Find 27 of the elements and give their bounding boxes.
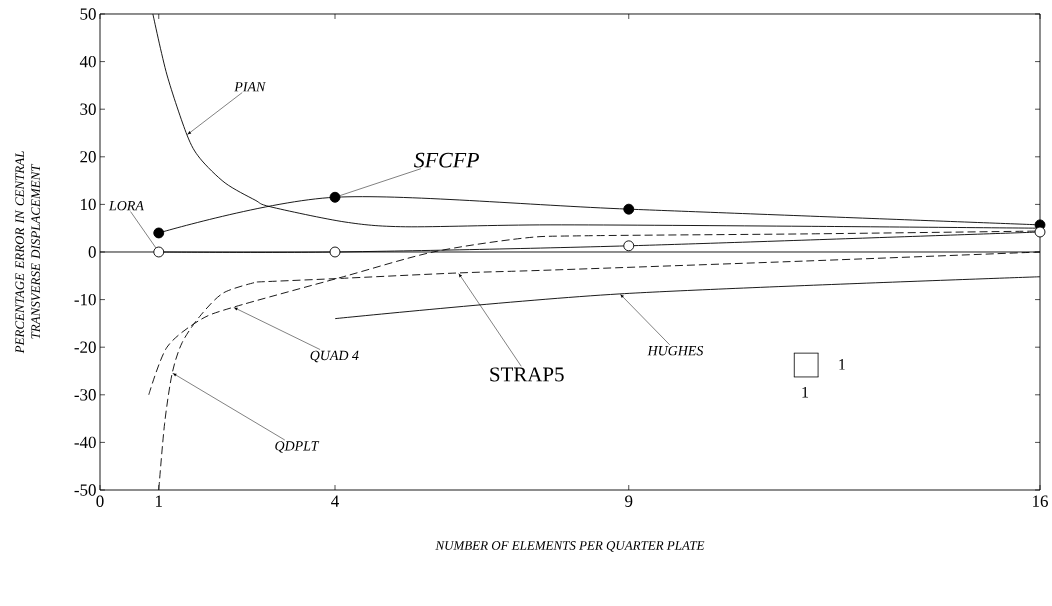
series-label: SFCFP bbox=[414, 152, 479, 168]
y-tick-label: 30 bbox=[80, 103, 96, 115]
text: PIAN bbox=[234, 82, 266, 92]
annotation: 1 bbox=[802, 386, 809, 398]
y-tick-label: 40 bbox=[79, 55, 96, 68]
y-tick-label: -30 bbox=[74, 389, 96, 401]
y-tick-label: 50 bbox=[80, 8, 96, 20]
text: QDPLT bbox=[275, 441, 320, 453]
y-tick-label: 20 bbox=[80, 151, 96, 163]
text: QUAD 4 bbox=[310, 350, 359, 363]
legend-label: LORA bbox=[108, 200, 144, 211]
text: HUGHES bbox=[647, 346, 704, 356]
y-axis-title: PERCENTAGE ERROR IN CENTRAL TRANSVERSE DISPLACEMENT bbox=[15, 151, 41, 354]
x-tick-label: 0 bbox=[96, 495, 104, 507]
x-tick-label: 9 bbox=[625, 495, 633, 507]
x-tick-label: 1 bbox=[156, 495, 162, 507]
x-tick-label: 16 bbox=[1033, 495, 1048, 507]
y-tick-label: -10 bbox=[74, 293, 96, 306]
text: STRAP5 bbox=[490, 367, 564, 382]
x-axis-title: NUMBER OF ELEMENTS PER QUARTER PLATE bbox=[435, 541, 705, 552]
y-tick-label: -50 bbox=[74, 484, 96, 496]
x-tick-label: 4 bbox=[331, 495, 339, 507]
y-tick-label: -20 bbox=[74, 341, 96, 353]
annotation: 1 bbox=[839, 359, 845, 370]
y-tick-label: 0 bbox=[88, 246, 96, 258]
y-tick-label: -40 bbox=[74, 436, 96, 449]
y-tick-label: 10 bbox=[81, 198, 96, 211]
